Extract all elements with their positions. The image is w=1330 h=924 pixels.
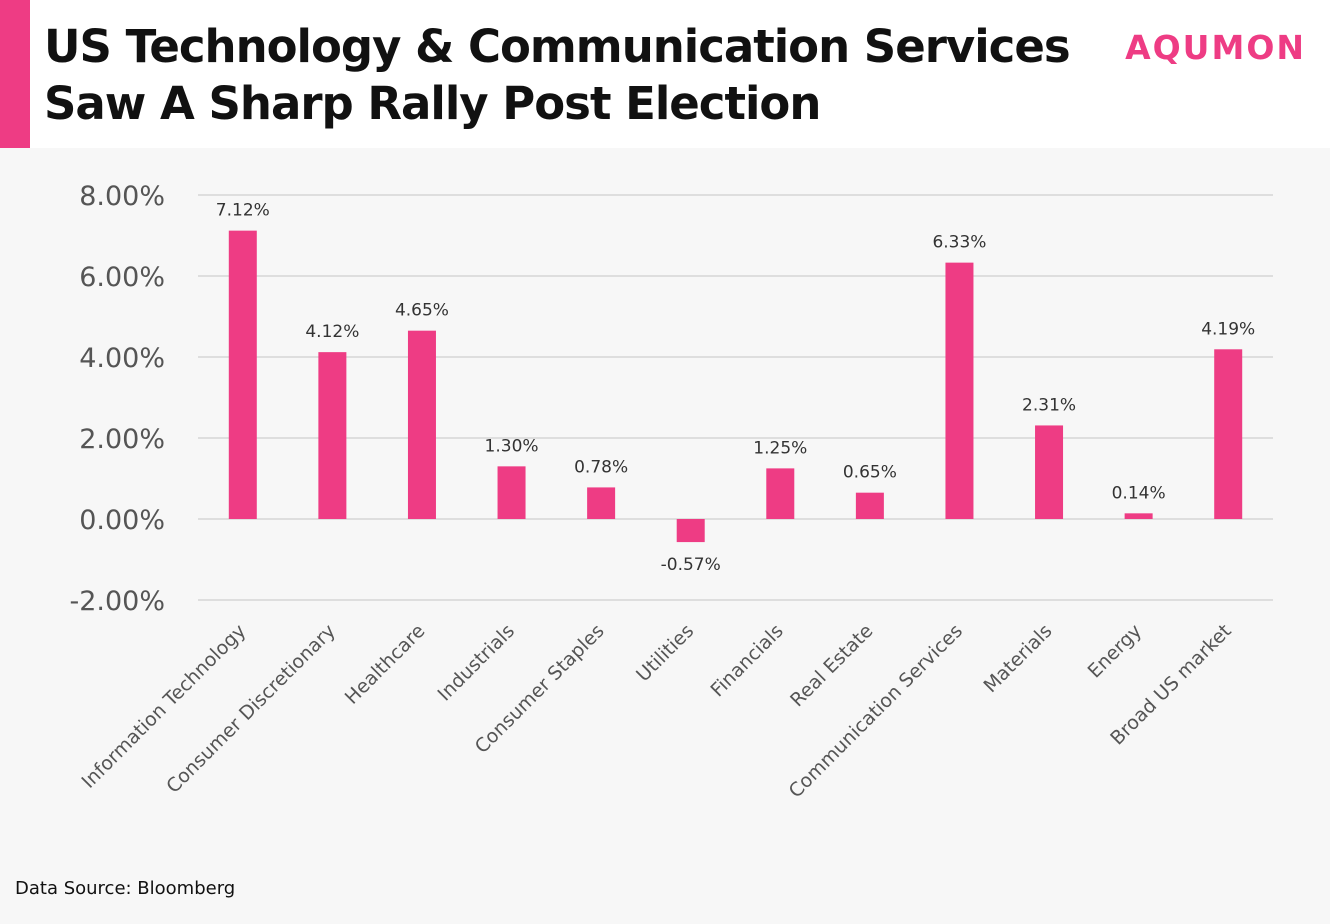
page-title: US Technology & Communication Services S… xyxy=(44,18,1094,132)
bar xyxy=(587,487,616,519)
x-tick-label: Healthcare xyxy=(341,620,430,709)
data-label: 4.19% xyxy=(1201,319,1255,339)
data-source: Data Source: Bloomberg xyxy=(15,878,236,899)
bar xyxy=(497,466,526,519)
x-tick-label: Consumer Discretionary xyxy=(162,620,340,798)
bar xyxy=(945,262,974,519)
bar xyxy=(228,230,257,519)
data-label: 0.14% xyxy=(1112,483,1166,503)
grid-layer xyxy=(198,194,1273,601)
data-label: 4.12% xyxy=(305,322,359,342)
bar-chart: 8.00% 6.00% 4.00% 2.00% 0.00% -2.00% 7.12% 4.1… xyxy=(69,181,1273,802)
header-band xyxy=(30,0,1330,148)
data-label: 0.78% xyxy=(574,457,628,477)
x-tick-label: Communication Services xyxy=(785,620,967,802)
bar xyxy=(1035,425,1064,519)
bar xyxy=(676,519,705,543)
x-tick-label: Financials xyxy=(706,620,787,701)
data-label: 1.30% xyxy=(485,436,539,456)
data-label: 6.33% xyxy=(932,233,986,253)
accent-bar xyxy=(0,0,30,148)
bar xyxy=(766,468,795,519)
y-tick-label: 8.00% xyxy=(79,181,165,212)
bar xyxy=(1214,349,1243,519)
data-labels: 7.12% 4.12% 4.65% 1.30% 0.78% -0.57% 1.25% 0.65… xyxy=(216,201,1255,575)
data-label: 0.65% xyxy=(843,463,897,483)
bar xyxy=(407,330,436,519)
title-line-1: US Technology & Communication Services xyxy=(44,20,1071,73)
data-label: 2.31% xyxy=(1022,395,1076,415)
data-label: 4.65% xyxy=(395,301,449,321)
x-tick-label: Information Technology xyxy=(77,620,250,793)
data-label: 1.25% xyxy=(753,438,807,458)
y-tick-label: 4.00% xyxy=(79,343,165,374)
data-label: -0.57% xyxy=(661,555,721,575)
x-tick-label: Utilities xyxy=(632,620,698,686)
y-tick-label: -2.00% xyxy=(69,586,165,617)
bars xyxy=(228,230,1243,543)
y-tick-label: 6.00% xyxy=(79,262,165,293)
y-axis-ticks: 8.00% 6.00% 4.00% 2.00% 0.00% -2.00% xyxy=(69,181,165,617)
x-tick-label: Energy xyxy=(1084,620,1147,683)
x-tick-label: Real Estate xyxy=(786,620,877,711)
bar xyxy=(318,352,347,519)
bar xyxy=(855,492,884,519)
data-label: 7.12% xyxy=(216,201,270,221)
x-tick-label: Materials xyxy=(979,620,1056,697)
y-tick-label: 0.00% xyxy=(79,505,165,536)
x-tick-label: Industrials xyxy=(434,620,520,706)
brand-logo: AQUMON xyxy=(1125,28,1306,67)
title-line-2: Saw A Sharp Rally Post Election xyxy=(44,77,821,130)
y-tick-label: 2.00% xyxy=(79,424,165,455)
bar xyxy=(1124,513,1153,519)
